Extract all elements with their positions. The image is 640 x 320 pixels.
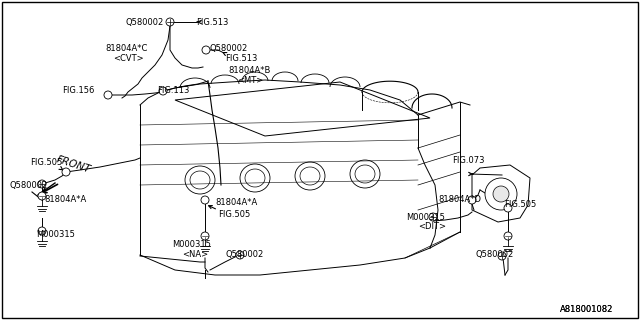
Text: <DIT>: <DIT> xyxy=(418,222,446,231)
Circle shape xyxy=(62,168,70,176)
Text: FIG.505: FIG.505 xyxy=(30,158,62,167)
Circle shape xyxy=(485,178,517,210)
Circle shape xyxy=(104,91,112,99)
Text: FIG.513: FIG.513 xyxy=(225,54,257,63)
Text: FIG.113: FIG.113 xyxy=(157,86,189,95)
Circle shape xyxy=(493,186,509,202)
Circle shape xyxy=(38,227,46,235)
Circle shape xyxy=(201,196,209,204)
Circle shape xyxy=(504,232,512,240)
Circle shape xyxy=(202,46,210,54)
Text: FIG.073: FIG.073 xyxy=(452,156,484,165)
Text: 81804A*A: 81804A*A xyxy=(215,198,257,207)
Text: M000315: M000315 xyxy=(406,213,445,222)
Text: A818001082: A818001082 xyxy=(560,305,613,314)
Circle shape xyxy=(498,252,506,260)
Text: 81804A*D: 81804A*D xyxy=(438,195,481,204)
Circle shape xyxy=(159,87,167,95)
Text: FIG.505: FIG.505 xyxy=(504,200,536,209)
Circle shape xyxy=(504,204,512,212)
Circle shape xyxy=(468,196,476,204)
Text: 81804A*C: 81804A*C xyxy=(105,44,147,53)
Circle shape xyxy=(201,232,209,240)
Text: Q580002: Q580002 xyxy=(225,250,263,259)
Text: 81804A*A: 81804A*A xyxy=(44,195,86,204)
Text: Q580002: Q580002 xyxy=(210,44,248,53)
Text: <MT>: <MT> xyxy=(237,76,263,85)
Circle shape xyxy=(236,251,244,259)
Text: M000315: M000315 xyxy=(172,240,211,249)
Circle shape xyxy=(166,18,174,26)
Text: FRONT: FRONT xyxy=(55,155,92,175)
Text: M000315: M000315 xyxy=(36,230,75,239)
Text: Q580002: Q580002 xyxy=(10,181,48,190)
Text: A818001082: A818001082 xyxy=(560,305,613,314)
Text: <CVT>: <CVT> xyxy=(113,54,143,63)
Text: 81804A*B: 81804A*B xyxy=(228,66,270,75)
Text: <NA>: <NA> xyxy=(182,250,208,259)
Text: Q580002: Q580002 xyxy=(476,250,515,259)
Text: Q580002: Q580002 xyxy=(126,18,164,27)
Text: FIG.156: FIG.156 xyxy=(62,86,94,95)
Circle shape xyxy=(38,180,46,188)
Text: FIG.513: FIG.513 xyxy=(196,18,228,27)
Text: FIG.505: FIG.505 xyxy=(218,210,250,219)
Circle shape xyxy=(38,192,46,200)
Circle shape xyxy=(429,213,437,221)
